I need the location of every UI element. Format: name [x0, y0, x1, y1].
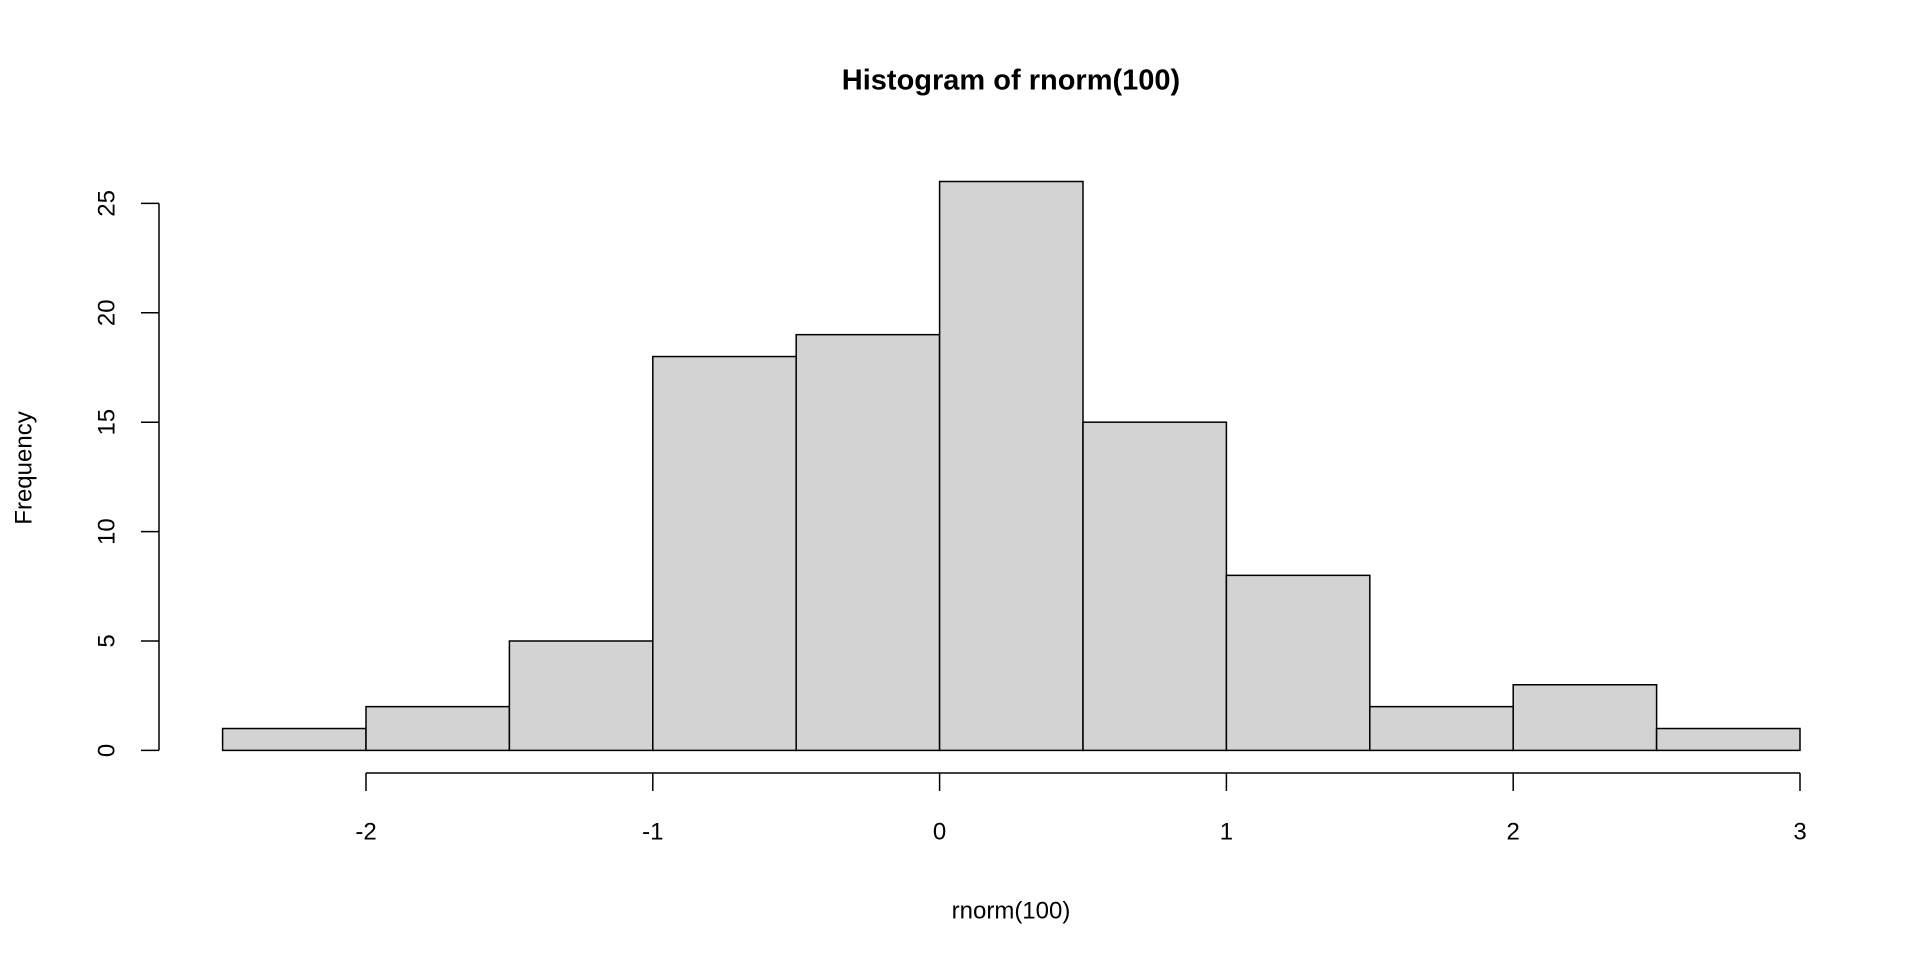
y-tick-label: 25	[93, 190, 120, 217]
bar	[795, 333, 941, 752]
y-tick-label: 10	[93, 518, 120, 545]
bar	[1225, 574, 1371, 752]
x-axis-label: rnorm(100)	[952, 897, 1071, 924]
bar	[221, 727, 367, 752]
x-tick-label: 0	[933, 818, 946, 845]
bar	[1512, 684, 1658, 752]
x-tick-label: -1	[642, 818, 663, 845]
bar	[508, 640, 654, 752]
bar	[1369, 705, 1514, 752]
bar	[938, 180, 1084, 752]
x-tick-label: 2	[1507, 818, 1520, 845]
bar	[365, 705, 511, 752]
x-tick-label: 3	[1793, 818, 1806, 845]
chart-title: Histogram of rnorm(100)	[842, 65, 1180, 97]
x-tick-label: 1	[1220, 818, 1233, 845]
x-tick-label: -2	[355, 818, 376, 845]
bar	[1655, 727, 1801, 752]
y-tick-label: 15	[93, 409, 120, 436]
y-axis-label: Frequency	[10, 411, 37, 524]
bar	[652, 355, 797, 752]
y-tick-label: 5	[93, 634, 120, 647]
y-tick-label: 0	[93, 744, 120, 757]
y-tick-label: 20	[93, 299, 120, 326]
bar	[1082, 421, 1228, 752]
